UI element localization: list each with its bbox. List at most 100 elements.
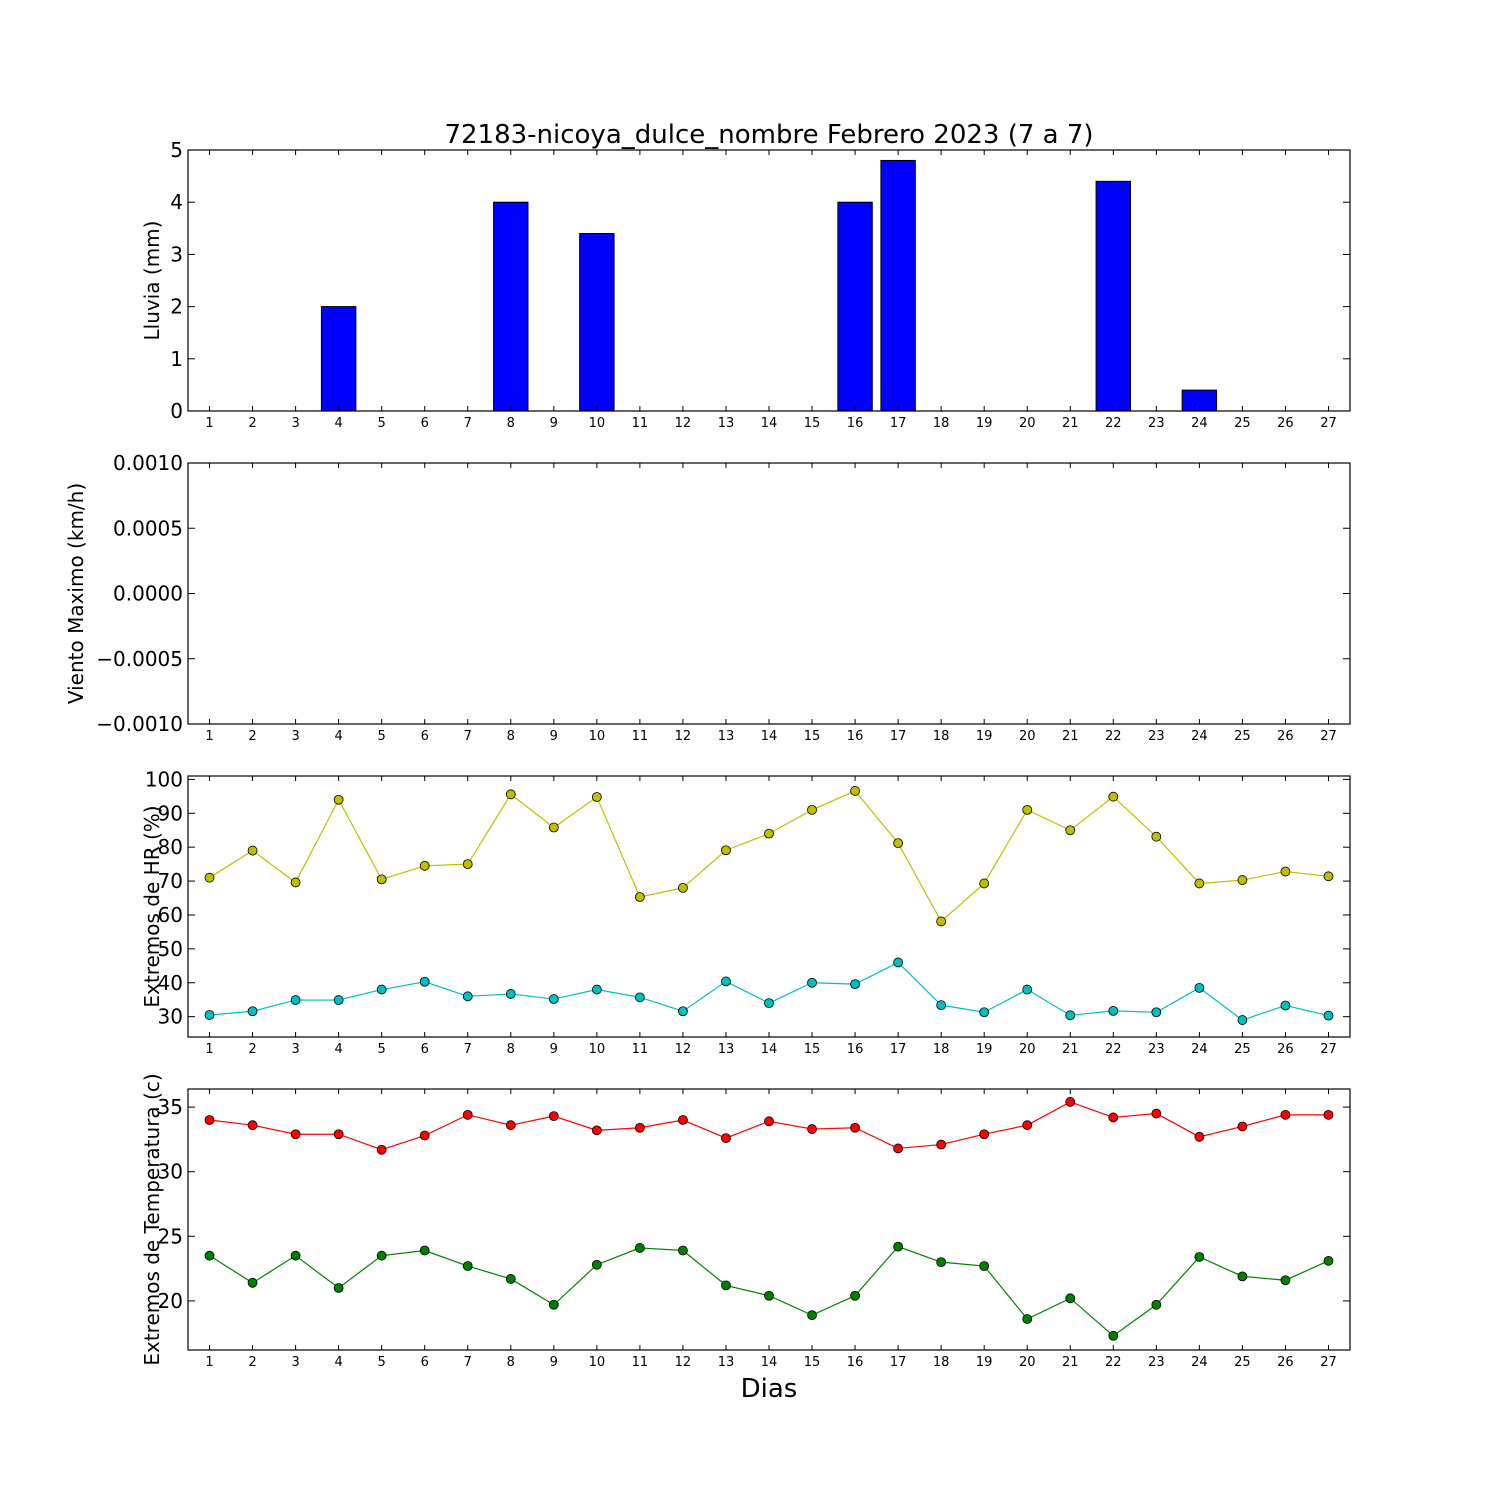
y-tick-label: 0.0010 <box>113 451 183 475</box>
point-series-0-day-21 <box>1065 825 1076 836</box>
y-tick-label: 30 <box>158 1005 183 1029</box>
point-series-1-day-22 <box>1108 1006 1119 1016</box>
x-tick-label: 7 <box>464 729 472 744</box>
x-tick-label: 17 <box>890 729 907 744</box>
point-series-0-day-7 <box>462 859 473 870</box>
point-series-1-day-25 <box>1237 1271 1248 1282</box>
point-series-0-day-5 <box>376 1144 387 1155</box>
x-tick-label: 20 <box>1019 729 1036 744</box>
bar-day-22 <box>1095 180 1132 412</box>
y-tick-label: 35 <box>158 1095 183 1119</box>
x-tick-label: 9 <box>550 729 558 744</box>
point-series-0-day-5 <box>376 874 387 885</box>
x-tick-label: 24 <box>1191 1042 1208 1057</box>
x-tick-label: 9 <box>550 1042 558 1057</box>
y-tick-label: 2 <box>170 295 183 319</box>
point-series-0-day-2 <box>247 1120 258 1131</box>
x-tick-label: 22 <box>1105 729 1122 744</box>
x-tick-label: 23 <box>1148 1042 1165 1057</box>
bar-day-16 <box>837 201 873 412</box>
point-series-0-day-4 <box>333 794 344 805</box>
x-tick-label: 17 <box>890 1355 907 1370</box>
y-tick-label: −0.0010 <box>96 712 183 736</box>
x-tick-label: 19 <box>976 1355 993 1370</box>
point-series-0-day-16 <box>850 786 860 796</box>
point-series-0-day-11 <box>634 1122 645 1133</box>
x-tick-label: 16 <box>847 416 864 431</box>
point-series-1-day-10 <box>591 984 602 995</box>
point-series-1-day-17 <box>893 1241 904 1252</box>
point-series-0-day-9 <box>548 822 559 833</box>
x-tick-label: 23 <box>1148 416 1165 431</box>
point-series-0-day-19 <box>979 878 990 889</box>
point-series-1-day-2 <box>247 1277 258 1288</box>
point-series-0-day-16 <box>850 1122 860 1133</box>
point-series-0-day-10 <box>591 792 602 802</box>
x-tick-label: 2 <box>248 729 256 744</box>
plot-frame <box>187 149 1351 412</box>
point-series-1-day-6 <box>419 976 430 987</box>
x-tick-label: 1 <box>205 416 213 431</box>
x-tick-label: 10 <box>589 416 606 431</box>
x-tick-label: 18 <box>933 1042 950 1057</box>
x-tick-label: 11 <box>632 1355 649 1370</box>
chart-title: 72183-nicoya_dulce_nombre Febrero 2023 (… <box>444 120 1093 150</box>
x-tick-label: 6 <box>421 729 429 744</box>
x-tick-label: 3 <box>291 416 299 431</box>
point-series-1-day-20 <box>1022 984 1033 995</box>
point-series-1-day-21 <box>1065 1293 1076 1304</box>
bar-day-8 <box>493 201 529 412</box>
point-series-1-day-12 <box>678 1006 688 1017</box>
x-tick-label: 26 <box>1277 1355 1294 1370</box>
point-series-1-day-7 <box>462 1261 473 1271</box>
y-tick-label: 3 <box>170 242 183 266</box>
x-tick-label: 13 <box>718 1355 735 1370</box>
point-series-0-day-26 <box>1280 1109 1291 1120</box>
x-tick-label: 18 <box>933 1355 950 1370</box>
point-series-1-day-13 <box>721 1280 731 1291</box>
x-tick-label: 3 <box>291 729 299 744</box>
y-tick-label: 20 <box>158 1289 183 1313</box>
point-series-1-day-3 <box>290 1250 301 1261</box>
point-series-1-day-1 <box>204 1010 215 1020</box>
point-series-1-day-18 <box>936 1000 947 1011</box>
point-series-1-day-4 <box>333 1283 344 1293</box>
point-series-1-day-24 <box>1194 982 1205 993</box>
x-tick-label: 19 <box>976 416 993 431</box>
x-tick-label: 25 <box>1234 1355 1251 1370</box>
point-series-1-day-27 <box>1323 1255 1334 1266</box>
x-tick-label: 2 <box>248 416 256 431</box>
x-tick-label: 24 <box>1191 729 1208 744</box>
x-tick-label: 27 <box>1320 1042 1337 1057</box>
y-tick-label: 90 <box>158 801 183 825</box>
x-tick-label: 14 <box>761 416 778 431</box>
point-series-1-day-17 <box>893 957 904 968</box>
panel-viento: 1 2 3 4 5 6 7 8 9 10 11 12 13 14 15 16 17 18 19 20 21 22 23 24 2… <box>64 451 1351 744</box>
x-tick-label: 16 <box>847 729 864 744</box>
x-tick-label: 1 <box>205 729 213 744</box>
point-series-1-day-22 <box>1108 1330 1119 1341</box>
x-tick-label: 22 <box>1105 1355 1122 1370</box>
point-series-1-day-21 <box>1065 1010 1076 1021</box>
x-tick-label: 27 <box>1320 416 1337 431</box>
point-series-0-day-3 <box>290 877 301 888</box>
x-tick-label: 3 <box>291 1355 299 1370</box>
y-axis-label: Extremos de Temperatura (c) <box>140 1073 164 1365</box>
point-series-1-day-11 <box>634 1243 645 1253</box>
panel-temperatura: 1 2 3 4 5 6 7 8 9 10 11 12 13 14 15 16 17 18 19 20 21 22 23 24 2… <box>140 1073 1351 1370</box>
x-tick-label: 4 <box>334 729 342 744</box>
point-series-0-day-1 <box>204 872 215 883</box>
point-series-1-day-16 <box>850 979 860 990</box>
x-tick-label: 7 <box>464 1042 472 1057</box>
point-series-1-day-7 <box>462 991 473 1002</box>
x-tick-label: 12 <box>675 1042 692 1057</box>
x-tick-label: 1 <box>205 1042 213 1057</box>
x-tick-label: 16 <box>847 1042 864 1057</box>
y-tick-label: 60 <box>158 903 183 927</box>
point-series-0-day-15 <box>807 1124 817 1134</box>
x-tick-label: 6 <box>421 416 429 431</box>
point-series-0-day-24 <box>1194 1131 1205 1142</box>
series-line-0 <box>209 790 1329 923</box>
x-tick-label: 8 <box>507 1042 515 1057</box>
x-tick-label: 13 <box>718 1042 735 1057</box>
